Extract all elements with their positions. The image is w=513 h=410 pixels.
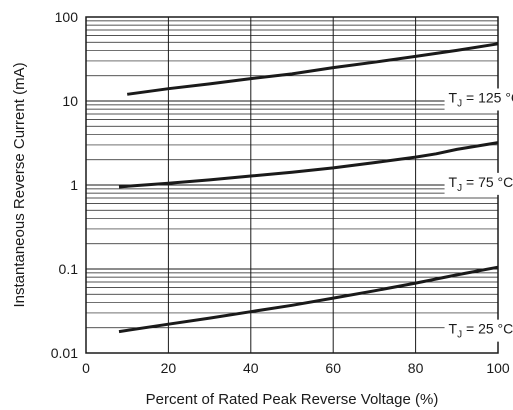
series-label-bg (444, 319, 513, 342)
series-label-text: TJ = 125 °C (449, 89, 513, 109)
series-label-0: TJ = 125 °C (444, 88, 513, 111)
series-line-1 (118, 141, 499, 189)
y-tick-label: 10 (62, 93, 78, 109)
x-axis-title: Percent of Rated Peak Reverse Voltage (%… (146, 391, 439, 408)
x-tick-label: 0 (82, 360, 90, 376)
y-tick-label: 100 (55, 9, 79, 25)
x-tick-label: 80 (408, 360, 424, 376)
series-label-bg (444, 172, 513, 195)
series-label-text: TJ = 25 °C (449, 321, 513, 341)
x-tick-label: 40 (243, 360, 259, 376)
x-tick-label: 100 (486, 360, 510, 376)
series-line-0 (126, 42, 499, 96)
x-tick-label: 20 (161, 360, 177, 376)
series-labels: TJ = 125 °C TJ = 75 °C TJ = 25 °C (444, 88, 513, 342)
series-line-2 (118, 265, 499, 334)
series-label-2: TJ = 25 °C (444, 319, 513, 342)
y-tick-label: 1 (70, 177, 78, 193)
series-label-text: TJ = 75 °C (449, 174, 513, 194)
series (118, 42, 499, 334)
x-axis-ticks: 0 20 40 60 80 100 (82, 360, 510, 376)
series-label-1: TJ = 75 °C (444, 172, 513, 195)
y-tick-label: 0.1 (59, 261, 79, 277)
x-tick-label: 60 (325, 360, 341, 376)
y-axis-ticks: 0.01 0.1 1 10 100 (51, 9, 78, 361)
series-label-bg (444, 88, 513, 111)
y-tick-label: 0.01 (51, 345, 78, 361)
y-axis-title: Instantaneous Reverse Current (mA) (11, 62, 28, 307)
